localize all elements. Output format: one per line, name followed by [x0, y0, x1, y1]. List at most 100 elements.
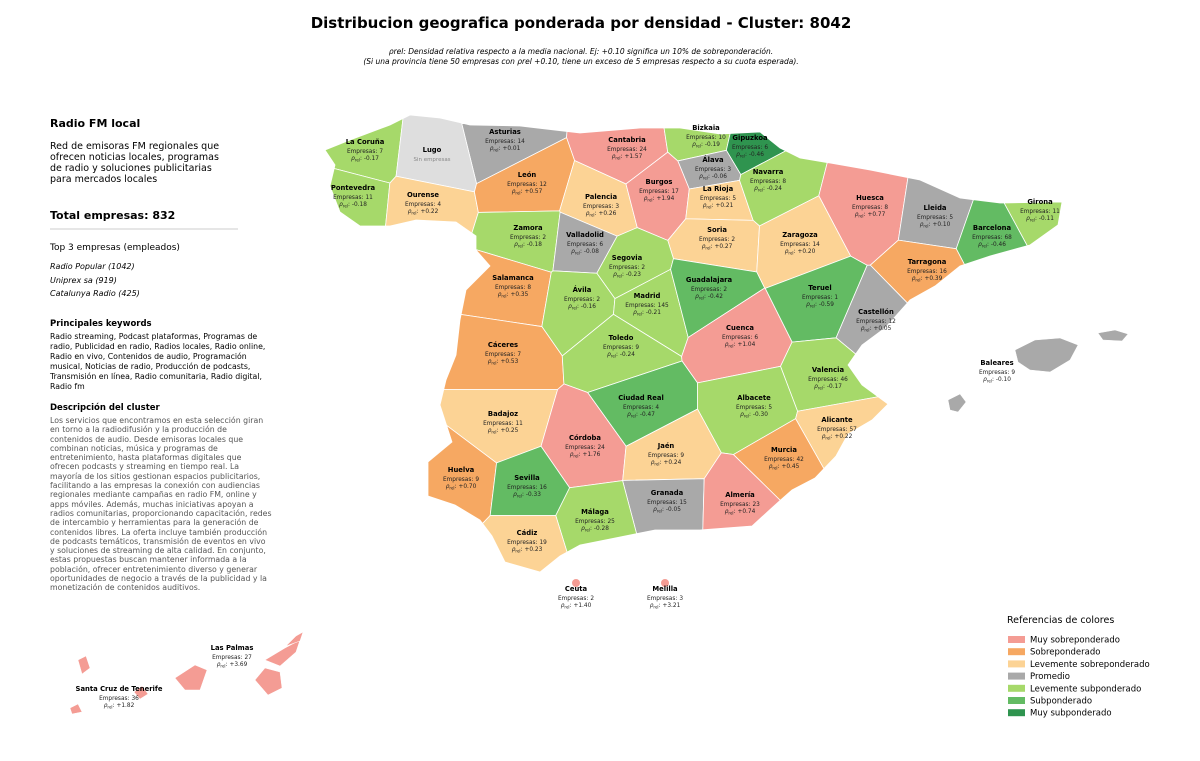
rho-suffix: :: [521, 189, 523, 195]
top-item: Uniprex sa (919): [50, 276, 117, 285]
province-count: Empresas: 12: [856, 319, 896, 325]
province-rho: ρrel: -0.47: [627, 412, 655, 419]
regions: [69, 114, 1129, 715]
rho-symbol: ρ: [702, 244, 706, 250]
count-value: 15: [679, 500, 687, 506]
rho-suffix: :: [794, 249, 796, 255]
province-count: Empresas: 36: [99, 696, 139, 702]
count-value: 8: [782, 179, 786, 185]
legend-swatch: [1008, 660, 1025, 668]
rho-value: +3.21: [663, 603, 681, 609]
rho-symbol: ρ: [650, 603, 654, 609]
rho-symbol: ρ: [613, 272, 617, 278]
rho-symbol: ρ: [920, 222, 924, 228]
province-count: Empresas: 3: [583, 204, 619, 210]
province-rho: ρrel: +0.23: [512, 547, 543, 554]
province-count: Empresas: 9: [603, 345, 639, 351]
rho-suffix: :: [659, 603, 661, 609]
province-rho: ρrel: +0.01: [490, 146, 521, 153]
rho-value: +0.53: [501, 359, 519, 365]
province-area: [1014, 337, 1079, 373]
count-label: Empresas:: [623, 405, 653, 411]
province-area: [264, 639, 301, 667]
rho-symbol: ρ: [861, 326, 865, 332]
province-name: Girona: [1027, 198, 1053, 206]
province-rho: ρrel: +0.74: [725, 509, 756, 516]
count-label: Empresas:: [212, 655, 242, 661]
rho-suffix: :: [831, 434, 833, 440]
province-name: Melilla: [652, 585, 678, 593]
rho-sub: rel: [788, 251, 793, 256]
count-value: 23: [752, 502, 760, 508]
rho-sub: rel: [705, 246, 710, 251]
rho-symbol: ρ: [754, 186, 758, 192]
province-count: Empresas: 11: [483, 421, 523, 427]
rho-sub: rel: [107, 705, 112, 710]
province-name: Barcelona: [973, 224, 1012, 232]
count-label: Empresas:: [510, 235, 540, 241]
rho-value: -0.18: [527, 242, 542, 248]
rho-value: +0.05: [874, 326, 892, 332]
rho-sub: rel: [923, 224, 928, 229]
rho-value: +1.04: [738, 342, 756, 348]
province-count: Empresas: 4: [623, 405, 659, 411]
count-label: Empresas:: [507, 485, 537, 491]
cluster-text: Los servicios que encontramos en esta se…: [50, 416, 272, 593]
rho-sub: rel: [615, 156, 620, 161]
province-rho: ρrel: +0.22: [822, 434, 853, 441]
province-rho: ρrel: +0.10: [920, 222, 951, 229]
rho-sub: rel: [699, 296, 704, 301]
count-value: 6: [764, 145, 768, 151]
rho-suffix: :: [823, 384, 825, 390]
rho-sub: rel: [654, 462, 659, 467]
count-label: Empresas:: [495, 285, 525, 291]
province-count: Empresas: 11: [333, 195, 373, 201]
rho-symbol: ρ: [912, 276, 916, 282]
province-rho: ρrel: +0.45: [769, 464, 800, 471]
province-rho: ρrel: -0.46: [736, 152, 764, 159]
province-name: Badajoz: [488, 410, 518, 418]
rho-suffix: :: [642, 310, 644, 316]
rho-value: -0.08: [584, 249, 599, 255]
province-count: Empresas: 15: [647, 500, 687, 506]
rho-symbol: ρ: [692, 142, 696, 148]
rho-symbol: ρ: [586, 211, 590, 217]
province-count: Empresas: 57: [817, 427, 857, 433]
province-area: [77, 655, 91, 675]
keywords: Radio streaming, Podcast plataformas, Pr…: [50, 332, 266, 391]
rho-sub: rel: [573, 454, 578, 459]
province-rho: ρrel: -0.33: [513, 492, 541, 499]
count-value: 145: [658, 303, 669, 309]
count-label: Empresas:: [907, 269, 937, 275]
province-count: Empresas: 4: [405, 202, 441, 208]
count-label: Empresas:: [609, 265, 639, 271]
province-name: Valencia: [812, 366, 845, 374]
rho-suffix: :: [621, 154, 623, 160]
count-label: Empresas:: [639, 189, 669, 195]
count-value: 12: [539, 182, 547, 188]
province-rho: ρrel: +0.05: [861, 326, 892, 333]
rho-suffix: :: [870, 326, 872, 332]
rho-suffix: :: [864, 212, 866, 218]
province-count: Empresas: 16: [907, 269, 947, 275]
count-value: 11: [1052, 209, 1060, 215]
province-name: La Rioja: [703, 185, 734, 193]
count-value: 24: [639, 147, 647, 153]
province-rho: ρrel: +0.35: [498, 292, 529, 299]
province-name: Toledo: [609, 334, 634, 342]
count-value: 5: [768, 405, 772, 411]
rho-value: +1.40: [574, 603, 592, 609]
count-value: 8: [527, 285, 531, 291]
count-label: Empresas:: [699, 237, 729, 243]
rho-symbol: ρ: [514, 242, 518, 248]
count-label: Empresas:: [647, 596, 677, 602]
legend-label: Sobreponderado: [1030, 648, 1100, 658]
rho-suffix: :: [497, 428, 499, 434]
count-value: 2: [590, 596, 594, 602]
province-count: Empresas: 17: [639, 189, 679, 195]
rho-sub: rel: [518, 244, 523, 249]
province-area: [285, 631, 304, 647]
province-rho: ρrel: -0.21: [633, 310, 661, 317]
province-name: Guadalajara: [686, 276, 733, 284]
